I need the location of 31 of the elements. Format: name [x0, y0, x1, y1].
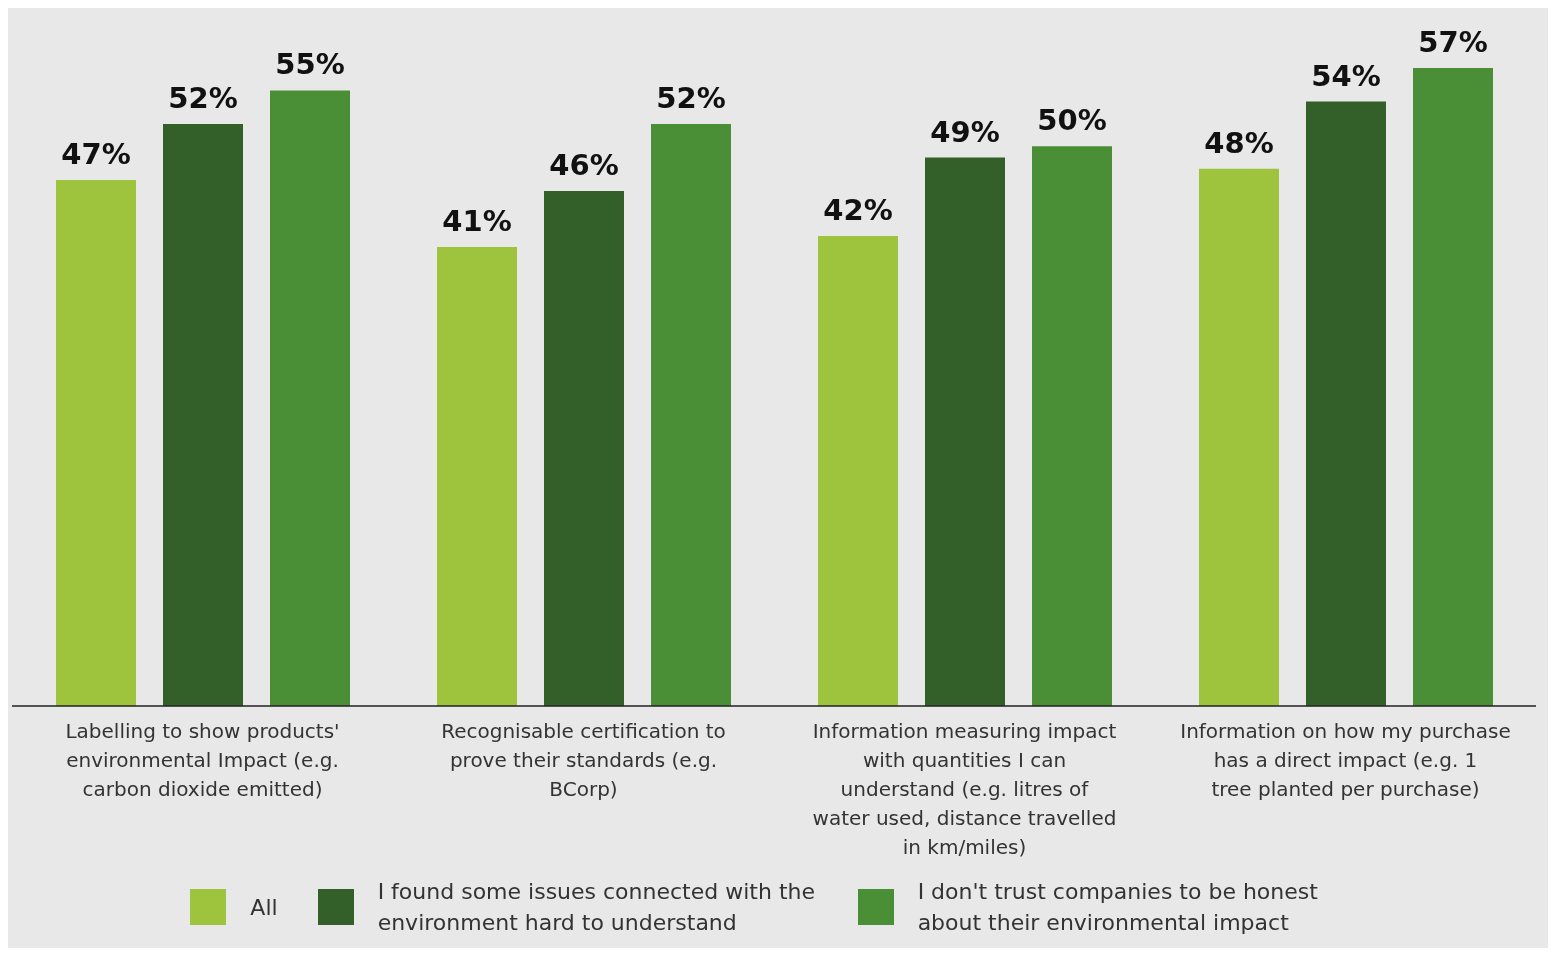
bar [925, 157, 1005, 706]
bar [163, 123, 243, 706]
data-label: 42% [823, 192, 893, 227]
legend-label: All [250, 893, 278, 922]
legend-label: I don't trust companies to be honest about their environmental impact [917, 878, 1319, 937]
data-label: 54% [1311, 58, 1381, 93]
x-tick-label: Information on how my purchase has a direct impact (e.g. 1 tree planted per purchase) [1180, 719, 1511, 801]
x-tick-label: Recognisable certification to prove their standards (e.g. BCorp) [441, 719, 726, 801]
bar [437, 247, 517, 706]
data-label: 55% [275, 47, 345, 82]
data-label: 57% [1418, 25, 1488, 59]
x-tick-label: Information measuring impact with quantities I can understand (e.g. litres of water used, distance travelled in km/miles) [812, 719, 1117, 859]
bar [651, 123, 731, 706]
bar [270, 90, 350, 706]
bar [1413, 68, 1493, 706]
bar [818, 235, 898, 706]
bar [1306, 101, 1386, 706]
bar [1199, 168, 1279, 706]
bar [544, 191, 624, 706]
legend-label: I found some issues connected with the environment hard to understand [377, 878, 816, 937]
bar [56, 179, 136, 706]
data-label: 46% [549, 148, 619, 183]
data-label: 52% [168, 80, 238, 115]
data-label: 50% [1037, 103, 1107, 138]
data-label: 52% [656, 80, 726, 115]
x-tick-label: Labelling to show products' environmental Impact (e.g. carbon dioxide emitted) [65, 719, 340, 801]
data-label: 48% [1204, 125, 1274, 160]
data-label: 41% [442, 204, 512, 239]
data-label: 47% [61, 136, 131, 171]
bar [1032, 146, 1112, 706]
data-label: 49% [930, 114, 1000, 149]
